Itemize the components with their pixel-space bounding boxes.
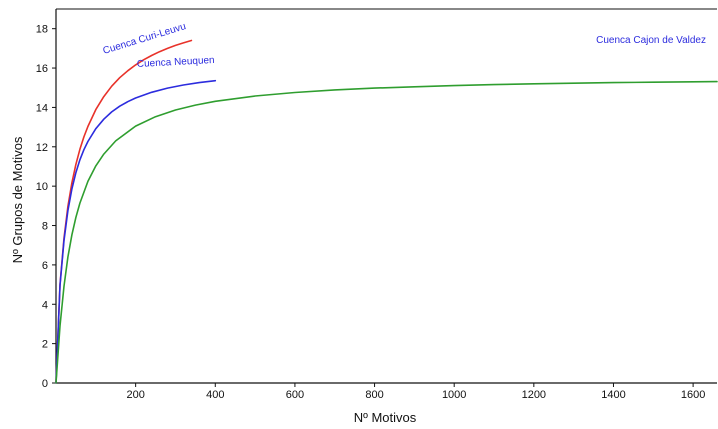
x-axis-title: Nº Motivos [354,410,417,425]
y-tick-label: 14 [36,102,48,114]
series-label-0: Cuenca Curi-Leuvu [102,21,188,57]
y-tick-label: 4 [42,299,48,311]
plot-area: 200 400 600 800 1000 1200 1400 1600 0 2 4 6 8 10 12 14… [36,8,718,401]
series-group [55,39,718,384]
x-tick-label: 800 [365,389,383,401]
y-tick-label: 12 [36,142,48,154]
x-tick-label: 1400 [601,389,625,401]
y-tick-label: 16 [36,63,48,75]
x-tick-label: 1600 [681,389,705,401]
series-line-1 [55,79,217,384]
x-tick-label: 200 [126,389,144,401]
y-axis-ticks: 0 2 4 6 8 10 12 14 16 18 [36,24,56,390]
x-tick-label: 400 [206,389,224,401]
y-tick-label: 6 [42,260,48,272]
series-line-0 [55,39,193,384]
series-label-2: Cuenca Cajon de Valdez [596,35,706,46]
y-tick-label: 10 [36,181,48,193]
y-tick-label: 8 [42,221,48,233]
y-tick-label: 0 [42,378,48,390]
x-tick-label: 1200 [522,389,546,401]
y-tick-label: 18 [36,24,48,36]
x-tick-label: 1000 [442,389,466,401]
x-tick-label: 600 [286,389,304,401]
series-label-1: Cuenca Neuquen [137,55,215,70]
y-axis-title: Nº Grupos de Motivos [10,136,25,263]
y-tick-label: 2 [42,339,48,351]
series-line-2 [55,80,718,384]
x-axis-ticks: 200 400 600 800 1000 1200 1400 1600 [126,383,705,401]
